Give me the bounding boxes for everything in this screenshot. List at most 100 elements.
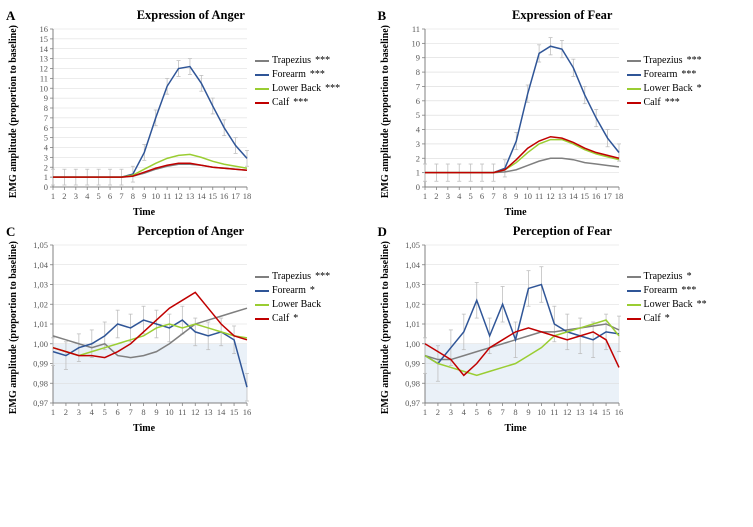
y-tick-label: 0,98	[405, 378, 420, 388]
x-tick-label: 5	[468, 191, 472, 201]
x-tick-label: 2	[64, 407, 68, 417]
panel-d: DPerception of FearEMG amplitude (propor…	[380, 224, 746, 434]
y-tick-label: 1,02	[33, 299, 48, 309]
x-tick-label: 6	[479, 191, 483, 201]
y-tick-label: 8	[44, 103, 48, 113]
series-lower-back	[53, 154, 247, 177]
y-tick-label: 1,03	[405, 280, 420, 290]
x-tick-label: 16	[220, 191, 229, 201]
y-tick-label: 8	[415, 67, 419, 77]
y-tick-label: 11	[411, 25, 419, 34]
y-tick-label: 2	[44, 162, 48, 172]
legend-swatch	[255, 318, 269, 320]
x-tick-label: 9	[526, 407, 530, 417]
y-tick-label: 3	[44, 152, 48, 162]
significance-marker: ***	[293, 97, 308, 108]
y-tick-label: 0,97	[33, 398, 48, 408]
x-tick-label: 4	[457, 191, 462, 201]
y-tick-label: 12	[40, 64, 49, 74]
x-tick-label: 10	[523, 191, 532, 201]
legend-item: Trapezius***	[255, 271, 330, 282]
x-axis-label: Time	[394, 423, 638, 434]
x-tick-label: 7	[491, 191, 495, 201]
x-tick-label: 18	[614, 191, 622, 201]
legend-swatch	[627, 60, 641, 62]
y-tick-label: 16	[40, 25, 49, 34]
legend-label: Calf	[272, 97, 289, 108]
chart-plot: 0,970,980,991,001,011,021,031,041,051234…	[21, 241, 251, 421]
legend-swatch	[255, 102, 269, 104]
y-tick-label: 9	[44, 93, 48, 103]
y-tick-label: 1,04	[405, 260, 421, 270]
y-tick-label: 1,00	[33, 339, 48, 349]
x-tick-label: 15	[601, 407, 610, 417]
y-axis-label: EMG amplitude (proportion to baseline)	[8, 241, 19, 414]
legend-item: Forearm***	[627, 69, 702, 80]
legend-label: Calf	[644, 97, 661, 108]
panel-a: AExpression of AngerEMG amplitude (propo…	[8, 8, 374, 218]
x-tick-label: 7	[500, 407, 504, 417]
x-tick-label: 18	[243, 191, 251, 201]
x-tick-label: 14	[217, 407, 226, 417]
x-tick-label: 12	[546, 191, 555, 201]
series-trapezius	[425, 158, 619, 172]
y-axis-label: EMG amplitude (proportion to baseline)	[8, 25, 19, 198]
x-tick-label: 7	[119, 191, 123, 201]
x-tick-label: 1	[422, 407, 426, 417]
chart-plot: 0123456789101112345678910111213141516171…	[393, 25, 623, 205]
x-axis-label: Time	[394, 207, 638, 218]
y-tick-label: 15	[40, 34, 49, 44]
legend-item: Lower Back***	[255, 83, 340, 94]
x-tick-label: 13	[557, 191, 566, 201]
shade-region	[425, 344, 619, 403]
x-tick-label: 1	[51, 407, 55, 417]
legend-label: Trapezius	[644, 271, 683, 282]
panel-title: Expression of Anger	[8, 8, 374, 23]
x-tick-label: 6	[487, 407, 491, 417]
y-tick-label: 6	[415, 96, 419, 106]
legend-swatch	[255, 276, 269, 278]
x-tick-label: 13	[186, 191, 195, 201]
x-tick-label: 3	[448, 407, 452, 417]
y-tick-label: 10	[40, 83, 49, 93]
chart-plot: 0,970,980,991,001,011,021,031,041,051234…	[393, 241, 623, 421]
y-tick-label: 6	[44, 123, 48, 133]
panel-letter: C	[6, 224, 15, 240]
x-tick-label: 14	[588, 407, 597, 417]
panel-title: Expression of Fear	[380, 8, 746, 23]
x-tick-label: 1	[422, 191, 426, 201]
legend: Trapezius***Forearm***Lower Back*Calf***	[627, 55, 702, 111]
legend-swatch	[255, 88, 269, 90]
y-tick-label: 13	[40, 54, 49, 64]
y-tick-label: 1	[415, 168, 419, 178]
x-tick-label: 11	[535, 191, 543, 201]
x-tick-label: 2	[62, 191, 66, 201]
x-tick-label: 13	[575, 407, 584, 417]
legend-swatch	[255, 304, 269, 306]
significance-marker: *	[697, 83, 702, 94]
x-tick-label: 6	[116, 407, 120, 417]
x-tick-label: 9	[154, 407, 158, 417]
y-tick-label: 1,01	[405, 319, 420, 329]
legend-swatch	[627, 102, 641, 104]
x-tick-label: 5	[97, 191, 101, 201]
series-calf	[53, 163, 247, 177]
x-tick-label: 8	[513, 407, 517, 417]
panel-title: Perception of Fear	[380, 224, 746, 239]
y-tick-label: 0	[415, 182, 419, 192]
chart-plot: 0123456789101112131415161234567891011121…	[21, 25, 251, 205]
x-tick-label: 7	[128, 407, 132, 417]
shade-region	[53, 344, 247, 403]
x-tick-label: 5	[474, 407, 478, 417]
x-tick-label: 3	[445, 191, 449, 201]
legend-swatch	[255, 74, 269, 76]
legend-label: Trapezius	[272, 55, 311, 66]
x-tick-label: 12	[191, 407, 200, 417]
x-tick-label: 3	[74, 191, 78, 201]
panel-letter: B	[378, 8, 387, 24]
series-forearm	[53, 67, 247, 178]
legend-label: Lower Back	[644, 83, 693, 94]
significance-marker: ***	[687, 55, 702, 66]
y-tick-label: 1,01	[33, 319, 48, 329]
legend-item: Trapezius*	[627, 271, 707, 282]
